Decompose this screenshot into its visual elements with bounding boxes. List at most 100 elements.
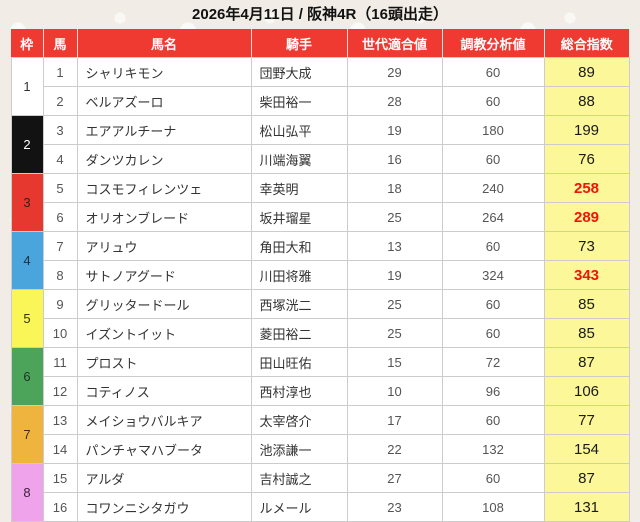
race-entries-table: 枠 馬 馬名 騎手 世代適合値 調教分析値 総合指数 1 1 シャリキモン 団野大成 2… xyxy=(10,29,630,522)
jockey-cell: 田山旺佑 xyxy=(250,347,348,377)
total-index-cell: 199 xyxy=(543,115,630,145)
generation-fit-cell: 25 xyxy=(346,289,443,319)
jockey-cell: ルメール xyxy=(250,492,348,522)
table-row: 4 7 アリュウ 角田大和 13 60 73 xyxy=(10,231,630,290)
horse-number-cell: 3 xyxy=(42,115,78,145)
frame-cell: 7 xyxy=(10,405,44,464)
jockey-cell: 川端海翼 xyxy=(250,144,348,174)
table-row: 6 11 プロスト 田山旺佑 15 72 87 xyxy=(10,347,630,406)
horse-name-cell: オリオンブレード xyxy=(76,202,252,232)
column-header-horse-number: 馬 xyxy=(42,29,77,58)
total-index-cell: 77 xyxy=(543,405,630,435)
generation-fit-cell: 17 xyxy=(346,405,443,435)
horse-name-cell: メイショウバルキア xyxy=(76,405,252,435)
horse-name-cell: アルダ xyxy=(76,463,252,493)
training-analysis-cell: 60 xyxy=(441,231,545,261)
horse-number-cell: 7 xyxy=(42,231,78,261)
column-header-generation-fit: 世代適合値 xyxy=(346,29,442,58)
generation-fit-cell: 27 xyxy=(346,463,443,493)
table-row: 10 イズントイット 菱田裕二 25 60 85 xyxy=(11,318,630,348)
generation-fit-cell: 29 xyxy=(346,57,443,87)
jockey-cell: 川田将雅 xyxy=(250,260,348,290)
training-analysis-cell: 60 xyxy=(441,405,545,435)
frame-cell: 4 xyxy=(10,231,44,290)
generation-fit-cell: 16 xyxy=(346,144,443,174)
jockey-cell: 松山弘平 xyxy=(250,115,348,145)
frame-cell: 8 xyxy=(10,463,44,522)
total-index-cell: 89 xyxy=(543,57,630,87)
table-header-row: 枠 馬 馬名 騎手 世代適合値 調教分析値 総合指数 xyxy=(11,29,629,58)
horse-name-cell: ダンツカレン xyxy=(76,144,252,174)
horse-name-cell: エアアルチーナ xyxy=(76,115,252,145)
table-row: 16 コワンニシタガウ ルメール 23 108 131 xyxy=(11,492,630,522)
horse-number-cell: 16 xyxy=(42,492,78,522)
generation-fit-cell: 25 xyxy=(346,318,443,348)
total-index-cell: 76 xyxy=(543,144,630,174)
training-analysis-cell: 72 xyxy=(441,347,545,377)
horse-name-cell: グリッタードール xyxy=(76,289,252,319)
training-analysis-cell: 132 xyxy=(441,434,545,464)
horse-name-cell: コスモフィレンツェ xyxy=(76,173,252,203)
jockey-cell: 西村淳也 xyxy=(250,376,348,406)
horse-number-cell: 15 xyxy=(42,463,78,493)
horse-number-cell: 14 xyxy=(42,434,78,464)
generation-fit-cell: 19 xyxy=(346,260,443,290)
table-row: 12 コティノス 西村淳也 10 96 106 xyxy=(11,376,630,406)
generation-fit-cell: 13 xyxy=(346,231,443,261)
generation-fit-cell: 22 xyxy=(346,434,443,464)
jockey-cell: 柴田裕一 xyxy=(250,86,348,116)
frame-cell: 1 xyxy=(10,57,44,116)
training-analysis-cell: 180 xyxy=(441,115,545,145)
training-analysis-cell: 60 xyxy=(441,318,545,348)
horse-name-cell: コワンニシタガウ xyxy=(76,492,252,522)
horse-name-cell: パンチャマハブータ xyxy=(76,434,252,464)
horse-number-cell: 9 xyxy=(42,289,78,319)
horse-name-cell: シャリキモン xyxy=(76,57,252,87)
table-row: 5 9 グリッタードール 西塚洸二 25 60 85 xyxy=(10,289,630,348)
training-analysis-cell: 108 xyxy=(441,492,545,522)
table-body: 1 1 シャリキモン 団野大成 29 60 89 2 ベルアズーロ 柴田裕一 28 60 88 2 3 エアア… xyxy=(10,57,630,522)
generation-fit-cell: 19 xyxy=(346,115,443,145)
frame-cell: 2 xyxy=(10,115,44,174)
horse-number-cell: 8 xyxy=(42,260,78,290)
total-index-cell: 85 xyxy=(543,289,630,319)
frame-cell: 3 xyxy=(10,173,44,232)
table-row: 7 13 メイショウバルキア 太宰啓介 17 60 77 xyxy=(10,405,630,464)
table-row: 2 ベルアズーロ 柴田裕一 28 60 88 xyxy=(11,86,630,116)
horse-number-cell: 10 xyxy=(42,318,78,348)
horse-number-cell: 5 xyxy=(42,173,78,203)
table-row: 2 3 エアアルチーナ 松山弘平 19 180 199 xyxy=(10,115,630,174)
column-header-horse-name: 馬名 xyxy=(76,29,251,58)
horse-name-cell: アリュウ xyxy=(76,231,252,261)
jockey-cell: 角田大和 xyxy=(250,231,348,261)
generation-fit-cell: 23 xyxy=(346,492,443,522)
table-row: 14 パンチャマハブータ 池添謙一 22 132 154 xyxy=(11,434,630,464)
table-row: 4 ダンツカレン 川端海翼 16 60 76 xyxy=(11,144,630,174)
table-row: 3 5 コスモフィレンツェ 幸英明 18 240 258 xyxy=(10,173,630,232)
horse-name-cell: コティノス xyxy=(76,376,252,406)
horse-name-cell: プロスト xyxy=(76,347,252,377)
horse-name-cell: イズントイット xyxy=(76,318,252,348)
training-analysis-cell: 60 xyxy=(441,57,545,87)
horse-name-cell: サトノアグード xyxy=(76,260,252,290)
training-analysis-cell: 96 xyxy=(441,376,545,406)
horse-name-cell: ベルアズーロ xyxy=(76,86,252,116)
total-index-cell: 73 xyxy=(543,231,630,261)
total-index-cell: 343 xyxy=(543,260,630,290)
jockey-cell: 太宰啓介 xyxy=(250,405,348,435)
generation-fit-cell: 15 xyxy=(346,347,443,377)
training-analysis-cell: 60 xyxy=(441,289,545,319)
horse-number-cell: 11 xyxy=(42,347,78,377)
page-title: 2026年4月11日 / 阪神4R（16頭出走） xyxy=(192,6,448,23)
total-index-cell: 85 xyxy=(543,318,630,348)
horse-number-cell: 4 xyxy=(42,144,78,174)
generation-fit-cell: 28 xyxy=(346,86,443,116)
training-analysis-cell: 324 xyxy=(441,260,545,290)
horse-number-cell: 1 xyxy=(42,57,78,87)
table-row: 8 サトノアグード 川田将雅 19 324 343 xyxy=(11,260,630,290)
column-header-jockey: 騎手 xyxy=(250,29,347,58)
jockey-cell: 幸英明 xyxy=(250,173,348,203)
training-analysis-cell: 240 xyxy=(441,173,545,203)
total-index-cell: 154 xyxy=(543,434,630,464)
training-analysis-cell: 60 xyxy=(441,463,545,493)
